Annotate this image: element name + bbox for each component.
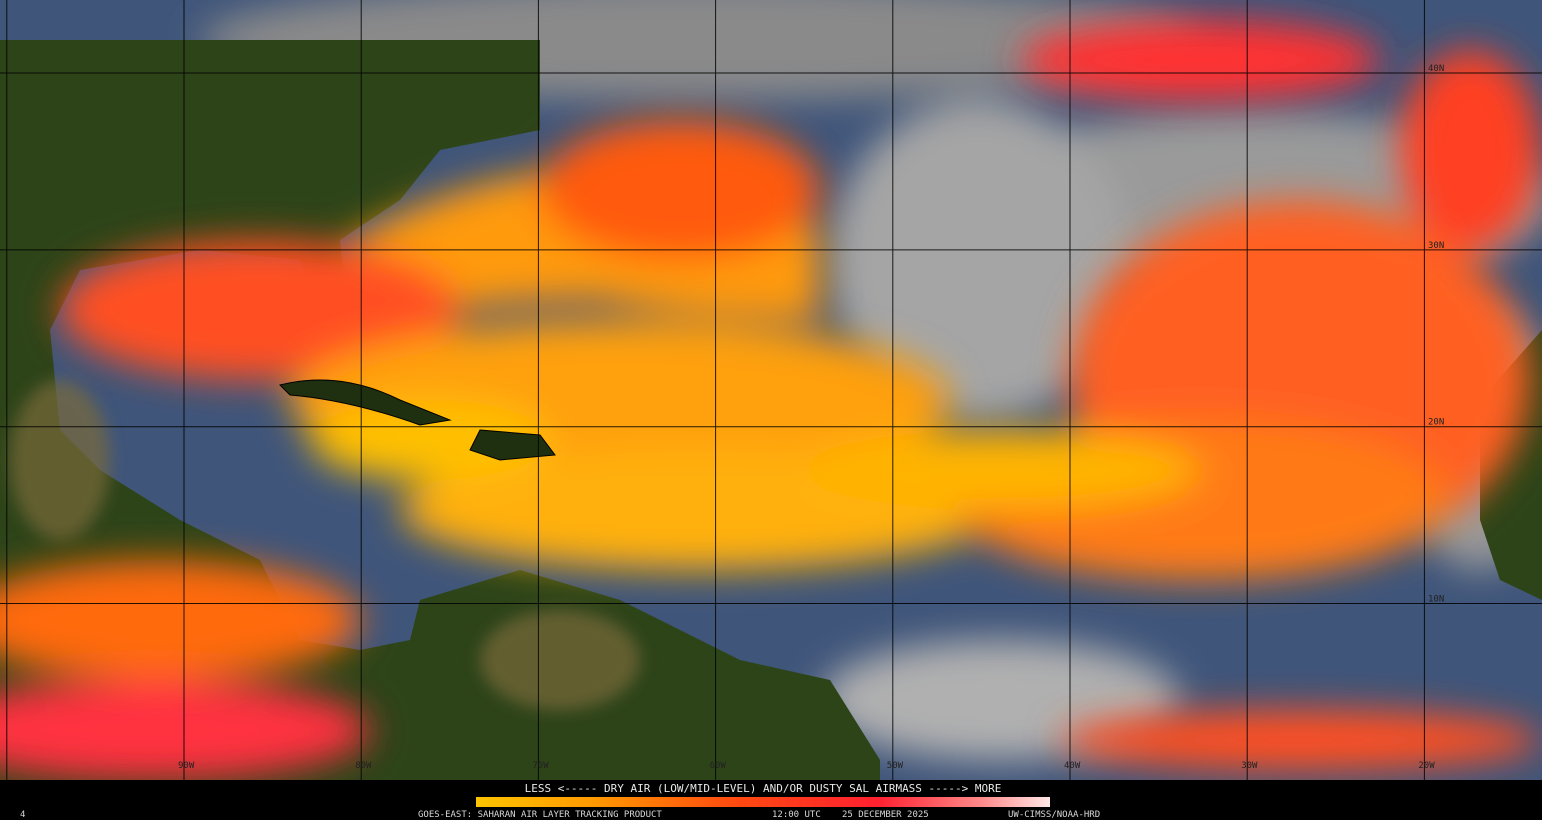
frame-number: 4 <box>20 810 25 820</box>
time: 12:00 UTC <box>772 810 821 820</box>
lon-label: 30W <box>1241 761 1258 771</box>
lon-label: 40W <box>1064 761 1081 771</box>
legend-caption: LESS <----- DRY AIR (LOW/MID-LEVEL) AND/… <box>525 782 1002 795</box>
lat-label: 20N <box>1428 418 1444 428</box>
graticule <box>0 0 1542 780</box>
graticule-labels: 40N 30N 20N 10N 90W 80W 70W 60W 50W 40W 30W 20W <box>178 64 1444 771</box>
lon-label: 60W <box>710 761 727 771</box>
lon-label: 70W <box>532 761 549 771</box>
lat-label: 10N <box>1428 594 1444 604</box>
date: 25 DECEMBER 2025 <box>842 810 929 820</box>
lon-label: 50W <box>887 761 904 771</box>
lon-label: 20W <box>1418 761 1435 771</box>
colorbar <box>476 797 1050 807</box>
lat-label: 40N <box>1428 64 1444 74</box>
lat-label: 30N <box>1428 241 1444 251</box>
product-name: GOES-EAST: SAHARAN AIR LAYER TRACKING PR… <box>418 810 662 820</box>
imagery <box>0 0 1542 780</box>
credit: UW-CIMSS/NOAA-HRD <box>1008 810 1100 820</box>
lon-label: 90W <box>178 761 195 771</box>
lon-label: 80W <box>355 761 372 771</box>
